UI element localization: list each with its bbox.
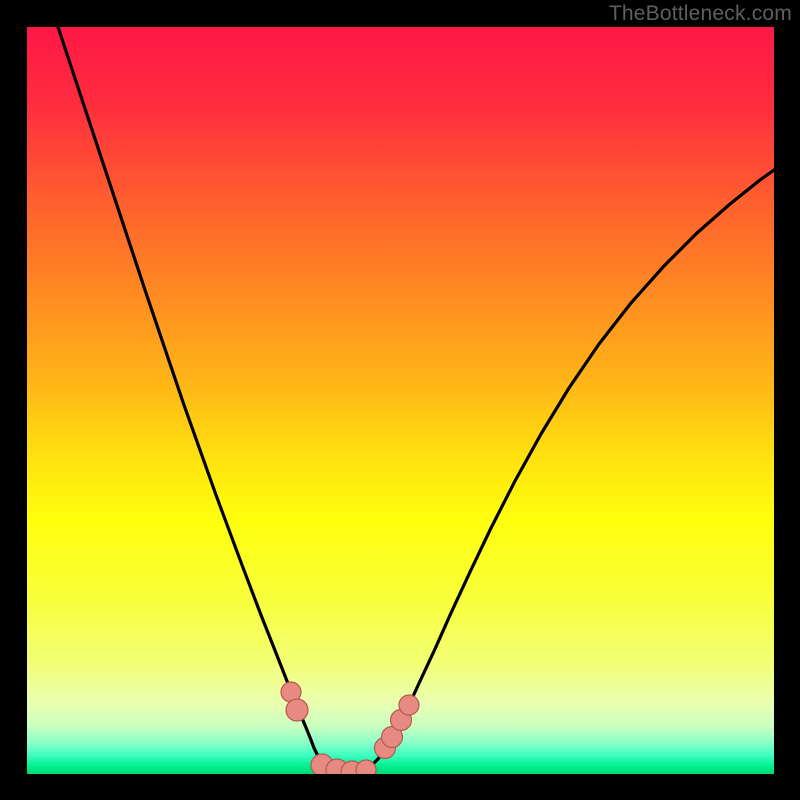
watermark-text: TheBottleneck.com	[609, 2, 792, 26]
bottleneck-chart	[0, 0, 800, 800]
chart-stage: TheBottleneck.com	[0, 0, 800, 800]
